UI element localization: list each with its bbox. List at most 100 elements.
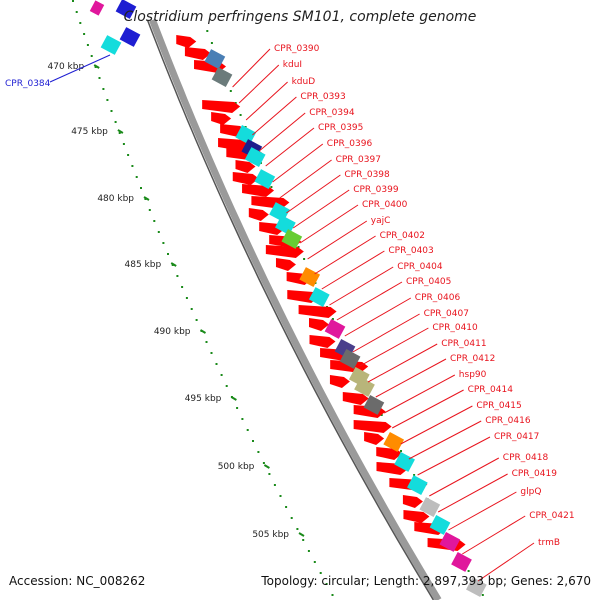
ruler-dot — [262, 462, 265, 464]
ruler-dot — [176, 275, 179, 277]
gene-label-leader — [352, 313, 420, 353]
gene-label-leader — [272, 143, 324, 183]
gene-box — [419, 497, 441, 517]
ruler-dot — [72, 0, 74, 2]
gene-box — [439, 532, 461, 552]
gene-arrow — [353, 420, 392, 433]
ruler-dot — [167, 253, 169, 255]
gene-label-leader — [336, 281, 403, 321]
ruler-dot — [148, 209, 151, 211]
ruler-dot — [181, 286, 184, 288]
gene-label: CPR_0394 — [309, 108, 355, 118]
gene-arrow — [176, 35, 197, 48]
ruler-dot — [98, 77, 101, 79]
gene-arrow — [248, 208, 269, 221]
gene-label-leader — [375, 358, 447, 398]
ruler-dot — [220, 374, 223, 376]
gene-label: CPR_0416 — [485, 416, 531, 426]
ruler-label: 475 kbp — [71, 127, 108, 137]
gene-label: CPR_0412 — [450, 354, 495, 364]
ruler-dot — [225, 385, 228, 387]
gene-label: CPR_0403 — [388, 246, 433, 256]
gene-label: CPR_0402 — [380, 231, 425, 241]
ruler-dot — [162, 242, 165, 244]
gene-label-leader — [299, 204, 359, 244]
gene-label: CPR_0396 — [327, 139, 373, 149]
ruler-dot — [273, 484, 276, 486]
gene-label: CPR_0414 — [468, 385, 514, 395]
gene-label: glpQ — [520, 487, 541, 497]
gene-label: CPR_0404 — [397, 262, 443, 272]
ruler-dot — [313, 561, 316, 563]
gene-label-leader — [417, 436, 491, 476]
ruler-dot — [118, 132, 121, 134]
gene-label-leader — [367, 343, 438, 383]
topology-label: Topology: circular; Length: 2,897,393 bp… — [261, 574, 591, 588]
ruler-tick — [263, 464, 270, 469]
ruler-dot — [122, 143, 125, 145]
ruler-dot — [268, 473, 271, 475]
gene-label-leader — [314, 235, 376, 275]
ruler-dot — [190, 308, 193, 310]
gene-label-leader — [265, 127, 315, 167]
outer-ruler-dot — [234, 102, 237, 104]
outer-ruler-dot — [481, 594, 484, 596]
gene-label-leader — [359, 327, 429, 367]
gene-label-leader — [292, 189, 350, 229]
gene-box — [407, 475, 428, 495]
gene-arrow — [309, 335, 336, 348]
gene-label: yajC — [371, 216, 391, 226]
gene-label: CPR_0393 — [300, 92, 345, 102]
ruler-dot — [307, 550, 310, 552]
gene-arrow — [211, 112, 232, 125]
ruler-dot — [102, 88, 105, 90]
outer-label-leader — [49, 54, 111, 83]
gene-label: CPR_0421 — [529, 511, 574, 521]
gene-box — [254, 169, 276, 189]
ruler-dot — [210, 352, 213, 354]
ruler-dot — [157, 231, 160, 233]
gene-box — [451, 552, 472, 572]
gene-label: CPR_0407 — [424, 309, 469, 319]
gene-label: CPR_0397 — [336, 155, 381, 165]
gene-label: trmB — [538, 538, 560, 548]
gene-arrow — [342, 392, 369, 405]
ruler-dot — [290, 517, 293, 519]
ruler-dot — [257, 451, 260, 453]
ruler-label: 495 kbp — [185, 394, 222, 404]
gene-label: CPR_0406 — [415, 293, 461, 303]
ruler-tick — [230, 396, 237, 401]
ruler-dot — [331, 594, 334, 596]
ruler-label: 470 kbp — [48, 62, 85, 72]
ruler-dot — [131, 165, 134, 167]
ruler-dot — [319, 572, 322, 574]
gene-box — [363, 395, 385, 415]
gene-label: kduD — [292, 77, 316, 87]
outer-ruler-dot — [210, 42, 213, 44]
gene-label-leader — [232, 48, 271, 88]
gene-label: CPR_0417 — [494, 432, 539, 442]
gene-label-leader — [448, 491, 517, 531]
gene-box — [339, 349, 361, 369]
gene-box — [281, 229, 303, 249]
gene-box — [354, 377, 375, 397]
gene-box — [204, 49, 226, 69]
ruler-dot — [79, 22, 82, 24]
ruler-dot — [135, 176, 138, 178]
gene-label: CPR_0410 — [432, 323, 478, 333]
gene-label: CPR_0395 — [318, 123, 363, 133]
ruler-dot — [252, 440, 254, 442]
ruler-dot — [90, 55, 93, 57]
gene-box — [466, 577, 487, 597]
gene-label: CPR_0418 — [503, 453, 549, 463]
gene-label-leader — [429, 457, 500, 497]
gene-box — [119, 27, 141, 47]
outer-ruler-dot — [380, 414, 383, 416]
ruler-dot — [185, 297, 188, 299]
outer-ruler-dot — [239, 114, 242, 116]
ruler-label: 500 kbp — [218, 462, 255, 472]
gene-arrow — [402, 495, 423, 508]
gene-arrow — [218, 138, 251, 151]
gene-label: CPR_0398 — [344, 170, 390, 180]
